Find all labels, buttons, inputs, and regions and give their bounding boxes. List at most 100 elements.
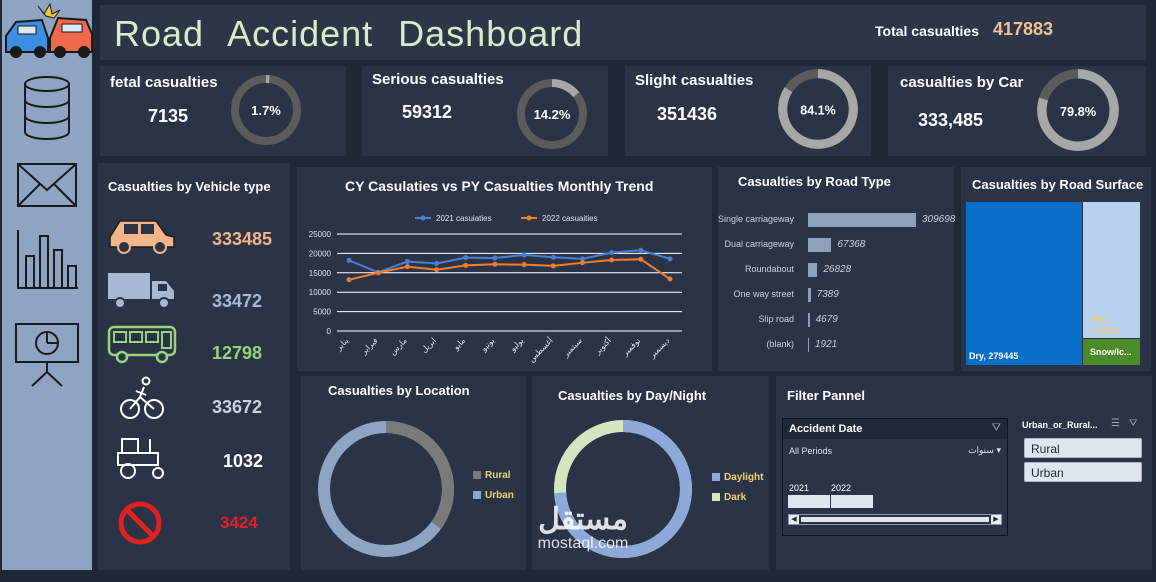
legend-dark: Dark	[712, 492, 746, 503]
vehicle-row-bicycle: 33672	[106, 375, 286, 421]
data-point	[638, 247, 644, 253]
kpi-value: 7135	[148, 106, 189, 126]
kpi-pct: 1.7%	[251, 103, 281, 118]
legend-swatch	[473, 471, 481, 480]
scroll-right-icon[interactable]: ▶	[991, 515, 1001, 524]
watermark: مستقل mostaql.com	[508, 504, 658, 552]
legend-daylight: Daylight	[712, 472, 763, 483]
panel-title: Casualties by Day/Night	[558, 388, 707, 403]
bar	[808, 263, 818, 277]
all-periods-label: All Periods	[789, 446, 833, 456]
road-surface-panel: Casualties by Road Surface Dry, 279445 W…	[961, 167, 1151, 371]
data-point	[667, 276, 673, 282]
car-crash-icon	[5, 2, 93, 58]
treemap-label: Wet, 115261	[1091, 314, 1121, 335]
y-tick-label: 0	[327, 327, 332, 336]
legend-swatch	[712, 473, 720, 482]
data-point	[463, 255, 469, 261]
data-point	[609, 250, 615, 256]
bar	[808, 313, 810, 327]
total-casualties-label: Total casualties	[875, 23, 980, 39]
bar-category-label: Dual carriageway	[724, 239, 794, 249]
vehicle-type-panel: Casualties by Vehicle type 333485 33472 …	[98, 163, 290, 570]
period-unit-dropdown[interactable]: سنوات ▾	[968, 445, 1001, 456]
kpi-label: casualties by Car	[900, 74, 1024, 91]
data-point	[638, 256, 644, 262]
watermark-latin: mostaql.com	[537, 535, 629, 552]
sidebar	[2, 0, 93, 570]
bus-icon	[107, 325, 177, 364]
bar-category-label: Roundabout	[744, 264, 794, 274]
monthly-trend-panel: CY Casulaties vs PY Casualties Monthly T…	[297, 167, 712, 371]
bar-chart: Single carriageway 309698 Dual carriageway…	[717, 167, 956, 371]
data-point	[346, 257, 352, 263]
bar-value-label: 309698	[922, 214, 956, 225]
data-point	[579, 260, 585, 266]
data-point	[492, 255, 498, 261]
legend-label: Daylight	[724, 472, 764, 483]
truck-icon	[108, 273, 174, 309]
vehicle-value: 3424	[220, 513, 258, 532]
database-icon	[24, 76, 70, 140]
header-panel: Road Accident Dashboard Total casualties…	[100, 5, 1146, 60]
bar	[808, 288, 811, 302]
date-slicer-header: Accident Date ⛛	[783, 419, 1007, 439]
vehicle-row-bus: 12798	[106, 323, 286, 369]
vehicle-value: 333485	[212, 229, 273, 249]
year-bar-2022[interactable]	[831, 495, 873, 508]
page-title: Road Accident Dashboard	[114, 13, 584, 54]
x-tick-label: مارس	[388, 336, 409, 357]
treemap-label: Dry, 279445	[969, 351, 1019, 361]
legend-label: Urban	[485, 490, 514, 501]
data-point	[667, 256, 673, 262]
vehicle-value: 1032	[223, 451, 264, 471]
year-label: 2021	[789, 483, 810, 493]
treemap-wet[interactable]: Wet, 115261	[1083, 202, 1140, 338]
treemap-label: Snow/Ic...	[1090, 347, 1132, 357]
x-tick-label: يناير	[334, 336, 351, 353]
y-tick-label: 20000	[309, 249, 332, 258]
kpi-card-serious: Serious casualties 59312 14.2%	[362, 66, 608, 156]
scroll-left-icon[interactable]: ◀	[789, 515, 799, 524]
bar-category-label: Slip road	[758, 314, 794, 324]
road-type-panel: Casualties by Road Type Single carriagew…	[717, 167, 956, 371]
data-point	[550, 263, 556, 269]
data-point	[434, 267, 440, 273]
kpi-donut: 14.2%	[517, 79, 587, 149]
legend-marker	[526, 215, 532, 221]
series-line	[348, 249, 671, 274]
clear-filter-icon[interactable]: ⛛	[991, 422, 1001, 434]
clear-filter-icon[interactable]: ⛛	[1129, 418, 1138, 429]
bar	[808, 338, 809, 352]
treemap-dry[interactable]: Dry, 279445	[966, 202, 1082, 365]
bar-category-label: Single carriageway	[717, 214, 794, 224]
series-line	[348, 258, 671, 281]
kpi-pct: 79.8%	[1060, 104, 1097, 119]
data-point	[579, 256, 585, 262]
bar-value-label: 7389	[816, 289, 839, 300]
slicer-item-urban[interactable]: Urban	[1024, 462, 1142, 482]
legend-swatch	[473, 491, 481, 500]
scroll-thumb[interactable]	[801, 517, 989, 522]
period-unit-label: سنوات	[968, 445, 994, 455]
legend-label: 2022 casuaities	[542, 214, 598, 223]
x-tick-label: أغسطس	[525, 335, 554, 364]
y-tick-label: 5000	[313, 308, 331, 317]
bar-value-label: 1921	[815, 339, 838, 350]
legend-swatch	[712, 493, 720, 502]
data-point	[492, 261, 498, 267]
legend-marker	[420, 215, 426, 221]
kpi-card-fatal: fetal casualties 7135 1.7%	[100, 66, 346, 156]
slicer-item-rural[interactable]: Rural	[1024, 438, 1142, 458]
y-tick-label: 10000	[309, 288, 332, 297]
treemap-snow[interactable]: Snow/Ic...	[1083, 339, 1140, 365]
year-bar-2021[interactable]	[788, 495, 830, 508]
year-label: 2022	[831, 483, 852, 493]
kpi-value: 333,485	[918, 110, 984, 130]
x-tick-label: ابريل	[419, 336, 437, 354]
urban-slicer-title: Urban_or_Rural...	[1022, 420, 1098, 430]
kpi-donut: 84.1%	[778, 69, 858, 149]
multi-select-icon[interactable]: ☰	[1111, 418, 1120, 429]
timeline-scrollbar[interactable]: ◀ ▶	[788, 514, 1002, 525]
